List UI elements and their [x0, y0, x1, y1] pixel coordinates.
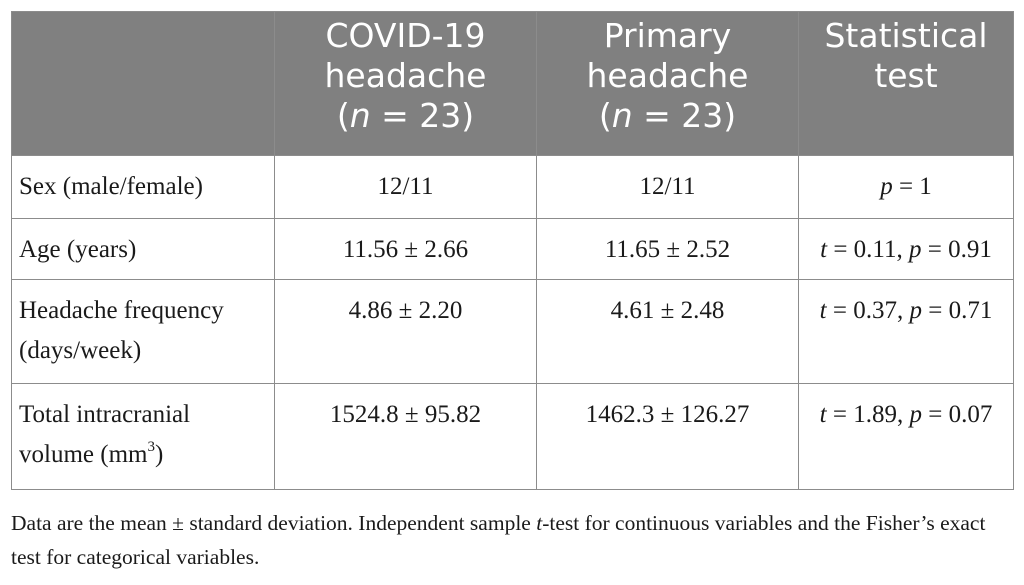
cell-age-covid: 11.56 ± 2.66 [274, 218, 537, 280]
row-label-total-intracranial-volume: Total intracranial volume (mm3) [11, 383, 275, 490]
table-row-headache-frequency: Headache frequency (days/week) 4.86 ± 2.… [11, 279, 1014, 384]
header-primary-line1: Primary [603, 16, 732, 55]
cell-volume-test: t = 1.89, p = 0.07 [798, 383, 1014, 490]
data-table: COVID-19 headache (n = 23) Primary heada… [11, 11, 1014, 490]
cell-volume-covid: 1524.8 ± 95.82 [274, 383, 537, 490]
table-row-sex: Sex (male/female) 12/11 12/11 p = 1 [11, 155, 1014, 219]
cell-sex-primary: 12/11 [536, 155, 799, 219]
header-primary-headache: Primary headache (n = 23) [536, 11, 799, 156]
cell-frequency-covid: 4.86 ± 2.20 [274, 279, 537, 384]
header-primary-n: (n = 23) [598, 96, 737, 135]
cell-sex-covid: 12/11 [274, 155, 537, 219]
table-row-age: Age (years) 11.56 ± 2.66 11.65 ± 2.52 t … [11, 218, 1014, 280]
row-label-age: Age (years) [11, 218, 275, 280]
header-statistical-test: Statistical test [798, 11, 1014, 156]
header-covid-line2: headache [324, 56, 487, 95]
header-empty-cell [11, 11, 275, 156]
header-covid-headache: COVID-19 headache (n = 23) [274, 11, 537, 156]
cell-volume-primary: 1462.3 ± 126.27 [536, 383, 799, 490]
header-primary-line2: headache [586, 56, 749, 95]
row-label-sex: Sex (male/female) [11, 155, 275, 219]
table-footnote: Data are the mean ± standard deviation. … [11, 511, 986, 569]
row-label-headache-frequency: Headache frequency (days/week) [11, 279, 275, 384]
cell-frequency-test: t = 0.37, p = 0.71 [798, 279, 1014, 384]
cell-frequency-primary: 4.61 ± 2.48 [536, 279, 799, 384]
header-covid-line1: COVID-19 [325, 16, 486, 55]
header-test-line2: test [874, 56, 938, 95]
header-test-line1: Statistical [824, 16, 988, 55]
cell-sex-test: p = 1 [798, 155, 1014, 219]
cell-age-primary: 11.65 ± 2.52 [536, 218, 799, 280]
header-covid-n: (n = 23) [336, 96, 475, 135]
cell-age-test: t = 0.11, p = 0.91 [798, 218, 1014, 280]
table-row-total-intracranial-volume: Total intracranial volume (mm3) 1524.8 ±… [11, 383, 1014, 490]
header-row: COVID-19 headache (n = 23) Primary heada… [11, 11, 1014, 156]
